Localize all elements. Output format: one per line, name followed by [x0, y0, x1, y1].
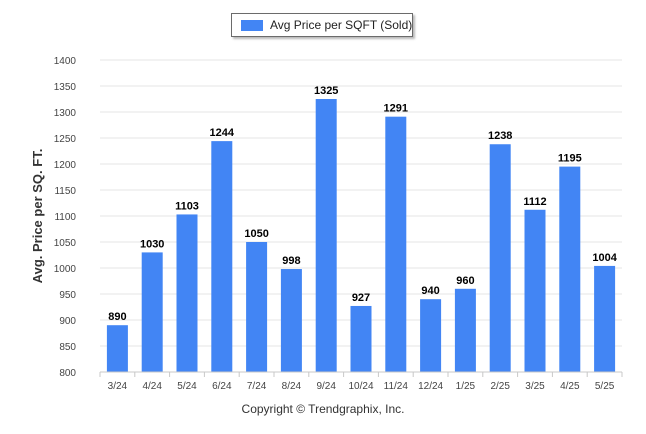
data-label: 1004	[592, 252, 617, 264]
data-label: 1325	[314, 85, 338, 97]
bar[interactable]	[385, 116, 407, 373]
bar[interactable]	[315, 99, 337, 372]
x-tick-label: 1/25	[456, 381, 476, 392]
bar[interactable]	[176, 214, 198, 372]
data-label: 1103	[175, 200, 199, 212]
bar[interactable]	[559, 166, 581, 372]
bar[interactable]	[420, 299, 442, 372]
y-tick-label: 1350	[54, 82, 77, 93]
y-tick-label: 800	[59, 368, 76, 379]
data-label: 1195	[558, 153, 582, 165]
y-tick-label: 900	[59, 316, 76, 327]
x-tick-label: 3/25	[525, 381, 545, 392]
bar[interactable]	[141, 252, 163, 372]
y-axis-ticks: 800 850 900 950 1000 1050 1100 1150 1200 1250 1300…	[54, 56, 77, 379]
x-tick-label: 4/25	[560, 381, 580, 392]
y-tick-label: 1300	[54, 108, 77, 119]
data-label: 1030	[140, 238, 164, 250]
bar[interactable]	[524, 209, 546, 372]
x-tick-label: 6/24	[212, 381, 232, 392]
data-label: 1050	[244, 228, 268, 240]
bar[interactable]	[280, 269, 302, 372]
x-tick-label: 5/25	[595, 381, 615, 392]
x-tick-label: 11/24	[384, 381, 409, 392]
data-label: 927	[352, 292, 370, 304]
bar-chart: 800 850 900 950 1000 1050 1100 1150 1200 1250 1300…	[30, 56, 623, 392]
y-tick-label: 1050	[54, 238, 77, 249]
bar[interactable]	[489, 144, 511, 372]
y-tick-label: 1400	[54, 56, 77, 67]
y-tick-label: 1000	[54, 264, 77, 275]
bar[interactable]	[350, 305, 372, 372]
y-axis-label: Avg. Price per SQ. FT.	[30, 149, 45, 284]
x-tick-label: 2/25	[490, 381, 510, 392]
bar[interactable]	[454, 288, 476, 372]
y-tick-label: 1200	[54, 160, 77, 171]
data-label: 1244	[210, 127, 235, 139]
legend-swatch	[241, 20, 263, 31]
bars	[106, 99, 616, 373]
y-tick-label: 950	[59, 290, 76, 301]
data-label: 998	[282, 255, 300, 267]
data-label: 890	[108, 311, 126, 323]
x-tick-label: 7/24	[247, 381, 267, 392]
copyright-credit: Copyright © Trendgraphix, Inc.	[241, 402, 405, 416]
x-tick-label: 4/24	[142, 381, 162, 392]
bar[interactable]	[211, 141, 233, 372]
x-tick-label: 10/24	[348, 381, 373, 392]
y-tick-label: 850	[59, 342, 76, 353]
data-label: 1291	[384, 103, 408, 115]
x-tick-label: 8/24	[282, 381, 302, 392]
data-labels: 890 1030 1103 1244 1050 998 1325 927 1291 940 960 1…	[108, 85, 617, 323]
data-label: 960	[456, 275, 474, 287]
y-tick-label: 1100	[54, 212, 76, 223]
x-tick-label: 12/24	[418, 381, 443, 392]
bar[interactable]	[246, 242, 268, 372]
x-tick-label: 5/24	[177, 381, 197, 392]
bar[interactable]	[594, 265, 616, 372]
y-tick-label: 1150	[54, 186, 76, 197]
data-label: 1112	[523, 196, 546, 208]
bar[interactable]	[106, 325, 128, 372]
legend[interactable]: Avg Price per SQFT (Sold)	[231, 13, 413, 37]
y-tick-label: 1250	[54, 134, 77, 145]
x-tick-label: 3/24	[108, 381, 128, 392]
data-label: 1238	[488, 130, 512, 142]
legend-label: Avg Price per SQFT (Sold)	[270, 18, 413, 32]
x-tick-label: 9/24	[316, 381, 336, 392]
x-axis-ticks: 3/24 4/24 5/24 6/24 7/24 8/24 9/24 10/24 11/24 12…	[99, 372, 623, 392]
data-label: 940	[421, 285, 439, 297]
